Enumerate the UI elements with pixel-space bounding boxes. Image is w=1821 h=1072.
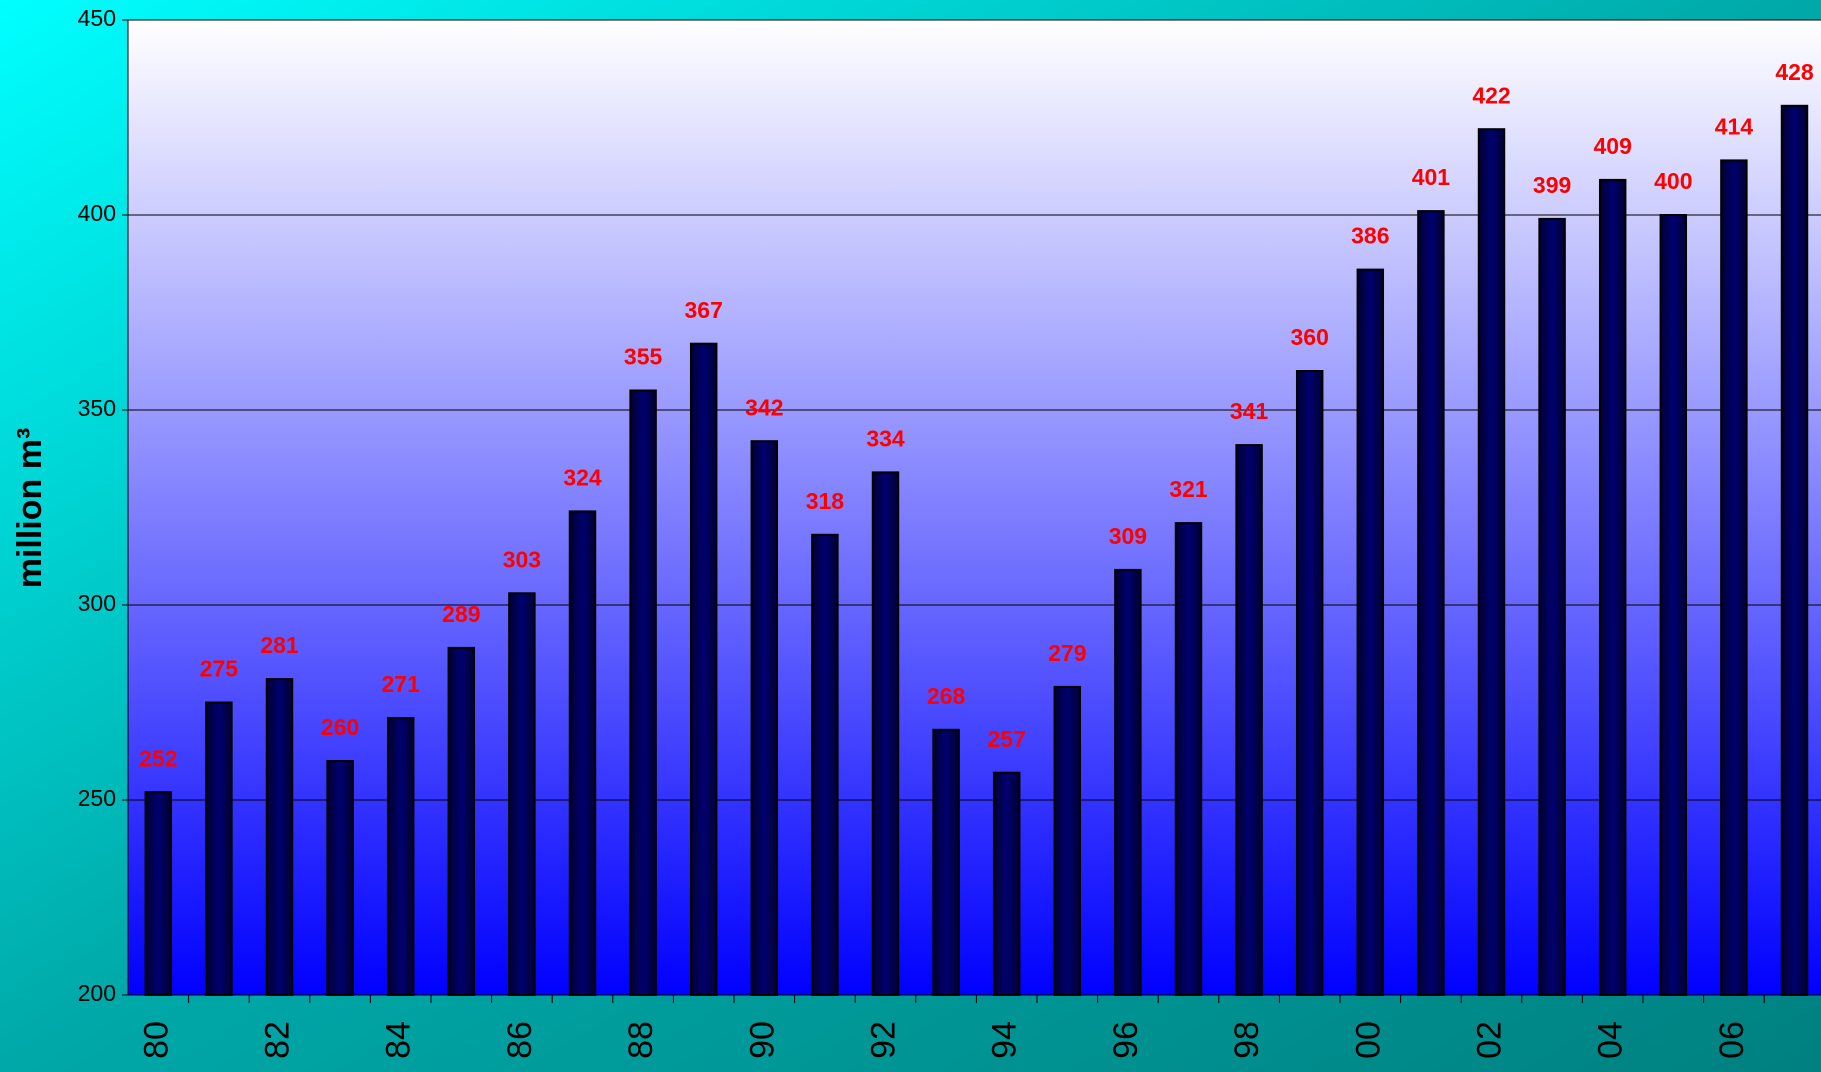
bar — [386, 717, 415, 996]
value-label: 318 — [806, 488, 845, 514]
x-tick-label: 92 — [864, 1021, 902, 1059]
value-label: 428 — [1775, 59, 1814, 85]
value-label: 260 — [321, 714, 359, 740]
bar — [1659, 214, 1688, 996]
value-label: 334 — [866, 425, 905, 451]
bar — [1417, 210, 1445, 997]
x-tick-label: 94 — [986, 1021, 1024, 1059]
value-label: 400 — [1654, 168, 1692, 194]
value-label: 324 — [563, 464, 602, 490]
bar — [992, 771, 1021, 997]
value-label: 360 — [1291, 324, 1329, 350]
value-label: 321 — [1169, 476, 1208, 502]
bar — [508, 592, 536, 996]
value-label: 401 — [1412, 164, 1451, 190]
value-label: 309 — [1109, 523, 1147, 549]
bar — [1538, 217, 1566, 996]
bar — [629, 389, 657, 996]
bar — [1114, 568, 1142, 997]
value-label: 281 — [260, 632, 299, 658]
value-label: 399 — [1533, 172, 1571, 198]
y-tick-label: 200 — [78, 980, 116, 1006]
x-tick-label: 00 — [1349, 1021, 1387, 1059]
bar — [1174, 522, 1203, 996]
value-label: 289 — [442, 601, 480, 627]
bar — [1598, 178, 1627, 996]
value-label: 268 — [927, 683, 966, 709]
y-tick-label: 450 — [78, 5, 116, 31]
plot-area — [128, 20, 1821, 995]
x-tick-label: 90 — [743, 1021, 781, 1059]
value-label: 355 — [624, 344, 663, 370]
value-label: 275 — [200, 656, 239, 682]
value-label: 414 — [1715, 113, 1754, 139]
y-tick-label: 400 — [78, 200, 116, 226]
x-tick-label: 84 — [380, 1021, 418, 1059]
bar — [871, 471, 900, 996]
y-axis-label: million m³ — [11, 428, 49, 589]
bar — [144, 791, 173, 997]
value-label: 252 — [139, 745, 177, 771]
x-tick-label: 96 — [1107, 1021, 1145, 1059]
y-tick-label: 250 — [78, 785, 116, 811]
bar — [689, 342, 718, 996]
x-tick-label: 06 — [1713, 1021, 1751, 1059]
bar — [205, 701, 233, 996]
value-label: 367 — [685, 297, 723, 323]
bar — [811, 533, 839, 996]
value-label: 409 — [1594, 133, 1632, 159]
bar — [932, 728, 960, 996]
x-tick-label: 02 — [1470, 1021, 1508, 1059]
bar — [1356, 268, 1385, 997]
value-label: 257 — [988, 726, 1026, 752]
x-tick-label: 86 — [501, 1021, 539, 1059]
value-label: 386 — [1351, 223, 1389, 249]
bar — [1780, 104, 1809, 997]
bar — [326, 760, 354, 996]
x-tick-label: 98 — [1228, 1021, 1266, 1059]
y-tick-label: 300 — [78, 590, 116, 616]
value-label: 303 — [503, 546, 541, 572]
x-tick-label: 80 — [137, 1021, 175, 1059]
value-label: 342 — [745, 394, 783, 420]
bar — [1477, 128, 1506, 996]
bar — [447, 646, 476, 997]
x-tick-label: 88 — [622, 1021, 660, 1059]
x-tick-label: 04 — [1592, 1021, 1630, 1059]
value-label: 422 — [1472, 82, 1510, 108]
bar — [750, 440, 779, 996]
bar — [265, 678, 294, 996]
value-label: 271 — [382, 671, 421, 697]
value-label: 341 — [1230, 398, 1269, 424]
x-tick-label: 82 — [258, 1021, 296, 1059]
bar — [1053, 685, 1082, 997]
bar — [1720, 159, 1748, 996]
bar — [568, 510, 597, 996]
bar — [1295, 370, 1324, 996]
bar — [1235, 444, 1263, 997]
value-label: 279 — [1048, 640, 1086, 666]
y-tick-label: 350 — [78, 395, 116, 421]
